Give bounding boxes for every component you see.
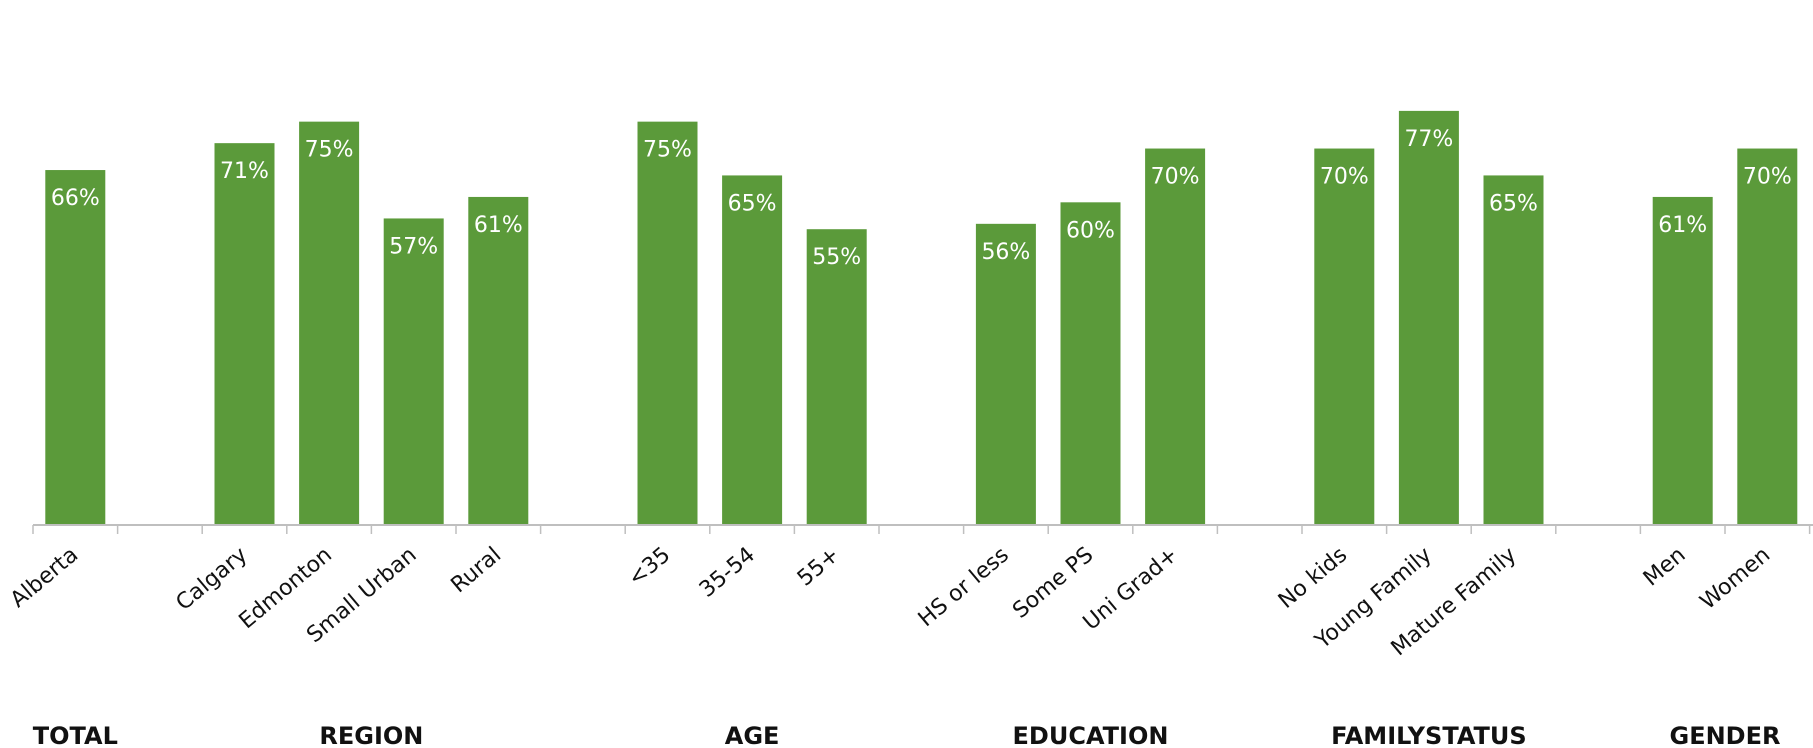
data-label-alberta: 66% <box>51 186 100 211</box>
group-labels: TOTAL REGION AGE EDUCATION FAMILYSTATUS GENDE… <box>33 722 1781 748</box>
data-label-35: 75% <box>643 138 692 163</box>
bar-calgary <box>214 143 275 525</box>
data-label-55: 55% <box>812 245 861 270</box>
data-label-women: 70% <box>1743 165 1792 190</box>
bar-men <box>1652 196 1713 525</box>
bar-uni-grad <box>1145 148 1206 525</box>
category-label-women: Women <box>1696 542 1776 614</box>
data-label-edmonton: 75% <box>305 138 354 163</box>
data-label-rural: 61% <box>474 213 523 238</box>
group-label-total: TOTAL <box>33 722 118 748</box>
bar-no-kids <box>1314 148 1375 525</box>
category-label-rural: Rural <box>447 542 507 598</box>
data-label-some-ps: 60% <box>1066 218 1115 243</box>
bar-edmonton <box>299 121 360 526</box>
bar-some-ps <box>1060 202 1121 525</box>
data-label-35-54: 65% <box>728 191 777 216</box>
category-label-35-54: 35-54 <box>695 542 760 602</box>
data-label-men: 61% <box>1658 213 1707 238</box>
bar-small-urban <box>383 218 444 525</box>
bar-55 <box>806 229 867 525</box>
category-label-hs-or-less: HS or less <box>914 542 1014 632</box>
group-label-age: AGE <box>725 722 780 748</box>
category-label-55: 55+ <box>793 542 845 591</box>
bar-35 <box>637 121 698 526</box>
category-label-no-kids: No kids <box>1274 542 1352 613</box>
data-label-no-kids: 70% <box>1320 165 1369 190</box>
bars-layer: 66% 71% 75% 57% 61% 75% 65% 55% 56% 60% 70% 70% 77% 6… <box>45 110 1798 526</box>
bar-hs-or-less <box>975 223 1036 525</box>
data-label-calgary: 71% <box>220 159 269 184</box>
data-label-small-urban: 57% <box>389 234 438 259</box>
data-label-mature-family: 65% <box>1489 191 1538 216</box>
group-label-education: EDUCATION <box>1013 722 1169 748</box>
group-label-familystatus: FAMILYSTATUS <box>1331 722 1527 748</box>
bar-alberta <box>45 170 106 526</box>
category-label-calgary: Calgary <box>172 542 253 615</box>
category-label-men: Men <box>1639 542 1691 591</box>
data-label-uni-grad: 70% <box>1151 165 1200 190</box>
bar-35-54 <box>722 175 783 526</box>
data-label-hs-or-less: 56% <box>981 240 1030 265</box>
category-label-35: <35 <box>624 542 676 591</box>
category-label-uni-grad: Uni Grad+ <box>1079 542 1183 635</box>
data-label-young-family: 77% <box>1404 127 1453 152</box>
category-label-alberta: Alberta <box>6 542 83 612</box>
group-label-gender: GENDER <box>1670 722 1781 748</box>
x-axis <box>32 524 1813 534</box>
group-label-region: REGION <box>319 722 423 748</box>
bar-women <box>1737 148 1798 525</box>
bar-mature-family <box>1483 175 1544 526</box>
bar-young-family <box>1398 110 1459 525</box>
bar-rural <box>468 196 529 525</box>
